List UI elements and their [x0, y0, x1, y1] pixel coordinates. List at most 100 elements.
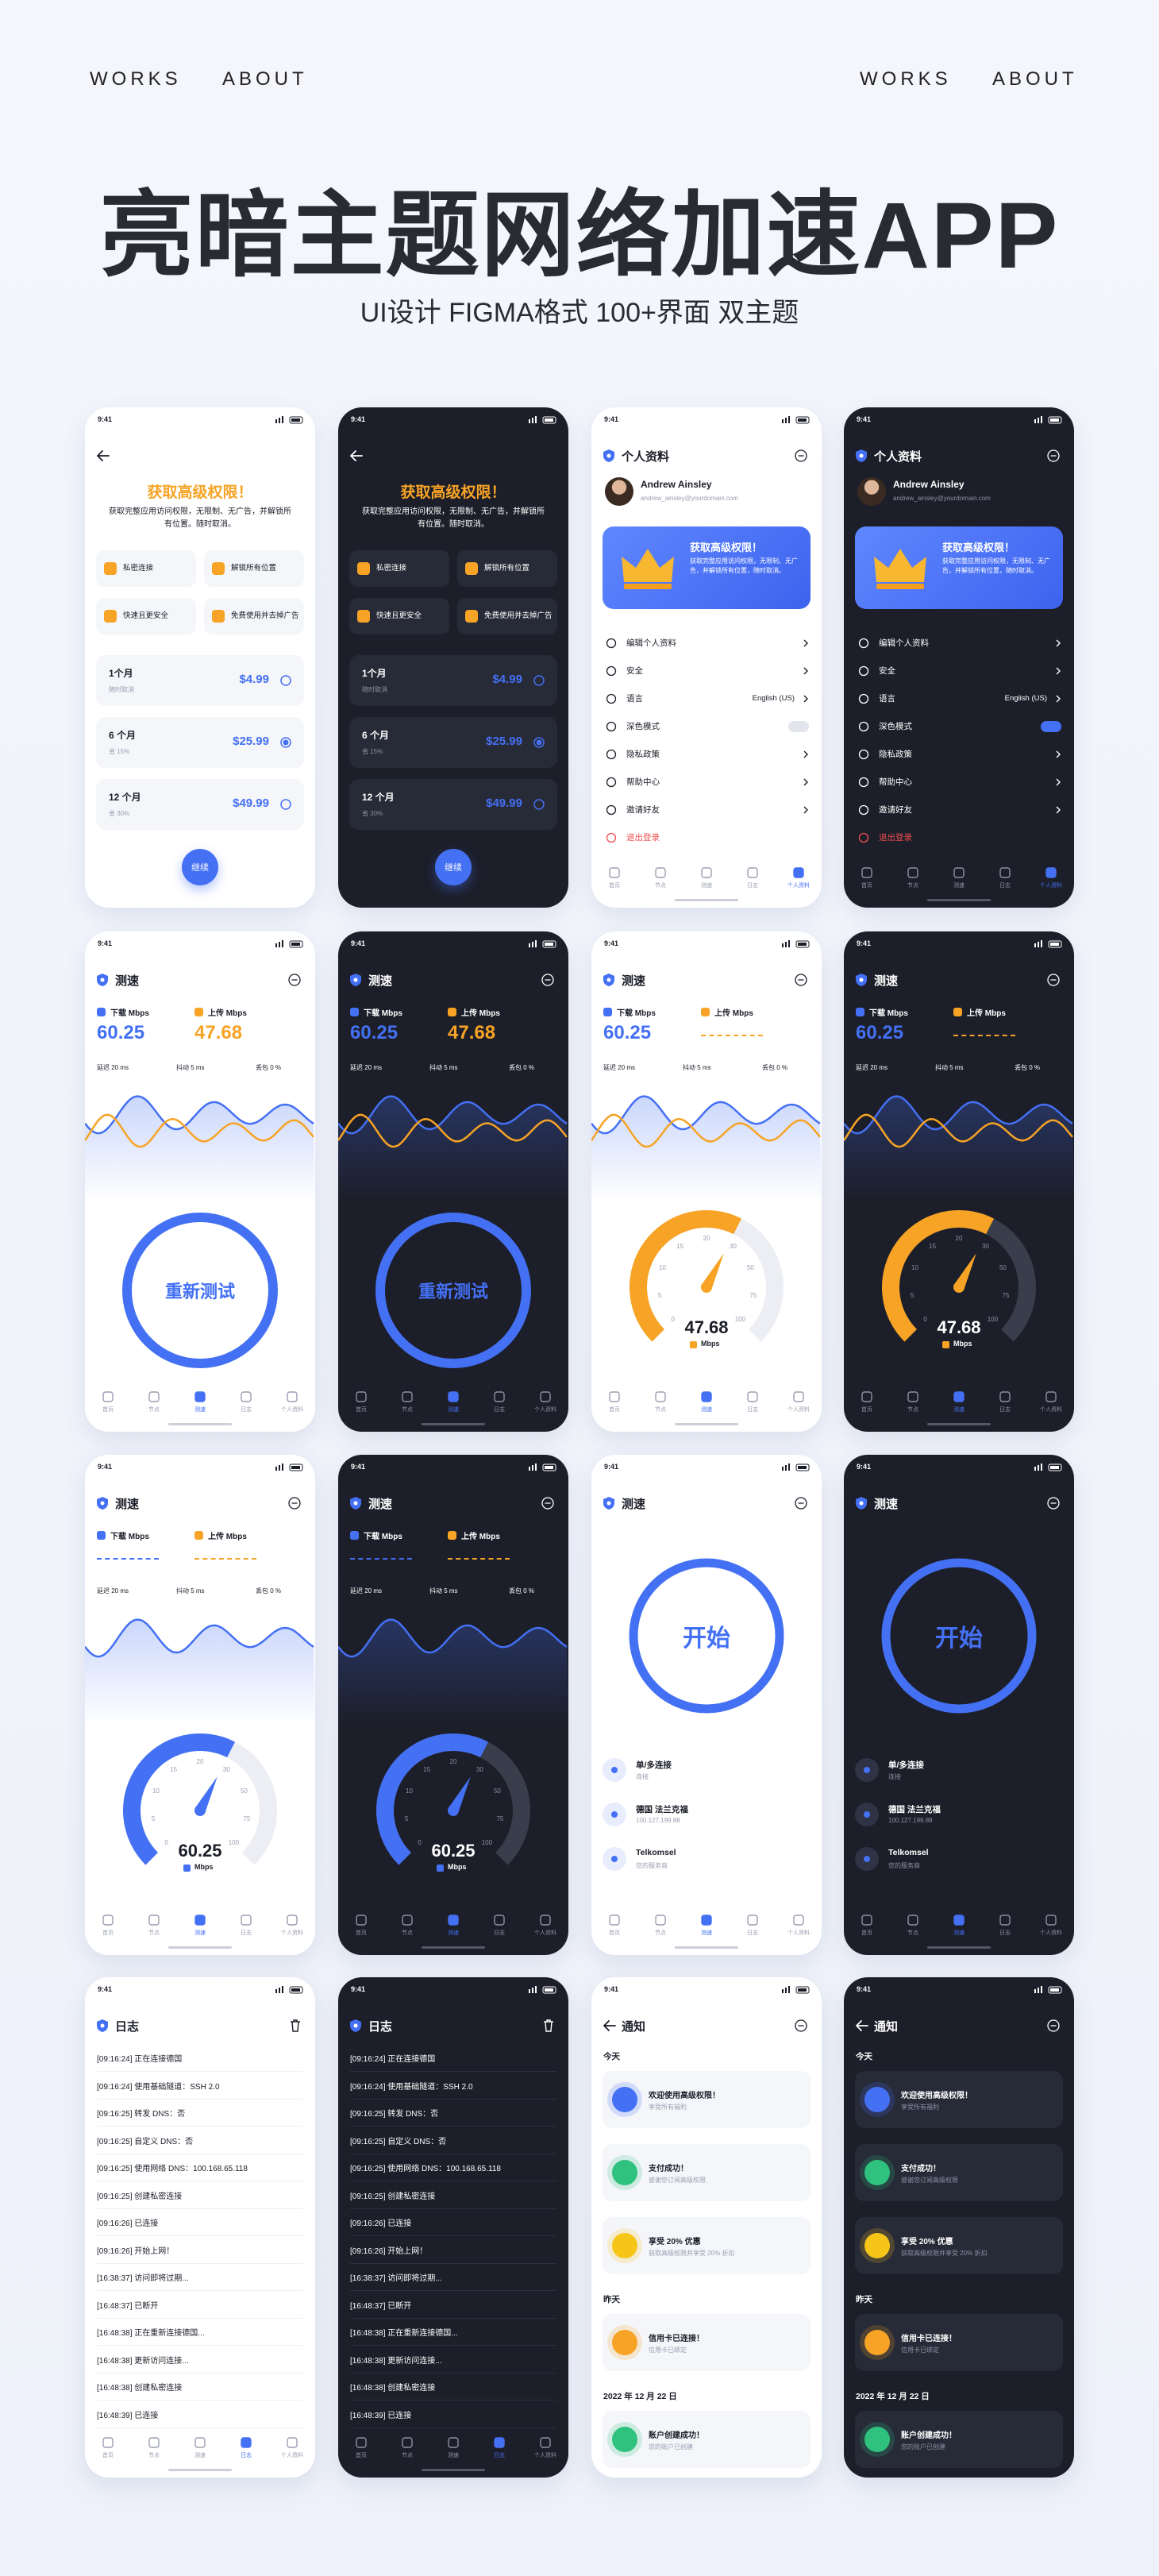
notification-card[interactable]: 欢迎使用高级权限！ 享受所有福利 [603, 2071, 811, 2128]
tab-label[interactable]: 测速 [701, 1407, 712, 1413]
menu-label[interactable]: 隐私政策 [879, 750, 912, 759]
tab-label[interactable]: 个人资料 [787, 1407, 810, 1413]
tab-label[interactable]: 日志 [747, 1407, 758, 1413]
tab-label[interactable]: 个人资料 [281, 1407, 303, 1413]
menu-label[interactable]: 深色模式 [879, 722, 912, 731]
menu-label[interactable]: 隐私政策 [626, 750, 660, 759]
menu-label[interactable]: 退出登录 [626, 833, 660, 843]
tab-label[interactable]: 首页 [102, 1930, 114, 1936]
tab-label[interactable]: 首页 [102, 1407, 114, 1413]
tab-label[interactable]: 日志 [747, 883, 758, 889]
tab-label[interactable]: 测速 [953, 1407, 965, 1413]
menu-label[interactable]: 语言 [626, 694, 643, 704]
tab-label[interactable]: 个人资料 [281, 1930, 303, 1936]
tab-label[interactable]: 个人资料 [1040, 883, 1062, 889]
tab-label[interactable]: 日志 [494, 2453, 505, 2458]
notification-card[interactable]: 账户创建成功！ 您的账户已创建 [855, 2411, 1063, 2468]
tab-label[interactable]: 节点 [148, 1407, 160, 1413]
tab-label[interactable]: 首页 [609, 1407, 620, 1413]
nav-link[interactable]: ABOUT [222, 68, 308, 90]
tab-label[interactable]: 首页 [609, 1930, 620, 1936]
tab-label[interactable]: 测速 [194, 1407, 206, 1413]
tab-label[interactable]: 日志 [999, 1930, 1011, 1936]
notification-card[interactable]: 支付成功！ 感谢您订阅高级权限 [855, 2144, 1063, 2201]
tab-label[interactable]: 节点 [402, 1930, 413, 1936]
tab-label[interactable]: 首页 [356, 1930, 367, 1936]
menu-label[interactable]: 编辑个人资料 [626, 638, 676, 648]
tab-label[interactable]: 测速 [701, 1930, 712, 1936]
premium-banner[interactable]: 获取高级权限！ 获取完整应用访问权限，无限制、无广告，并解锁所有位置，随时取消。 [603, 526, 811, 609]
notification-card[interactable]: 信用卡已连接！ 信用卡已绑定 [603, 2314, 811, 2371]
menu-label[interactable]: 语言 [879, 694, 895, 704]
retest-button[interactable]: 重新测试 [164, 1282, 235, 1301]
tab-label[interactable]: 首页 [356, 2453, 367, 2458]
tab-label[interactable]: 节点 [907, 1407, 918, 1413]
notification-card[interactable]: 享受 20% 优惠 获取高级权限并享受 20% 折扣 [855, 2217, 1063, 2274]
continue-button[interactable]: 继续 [182, 849, 218, 885]
tab-label[interactable]: 首页 [861, 883, 872, 889]
tab-label[interactable]: 日志 [241, 1930, 252, 1936]
tab-label[interactable]: 首页 [861, 1930, 872, 1936]
tab-label[interactable]: 日志 [999, 883, 1011, 889]
nav-link[interactable]: WORKS [90, 68, 182, 90]
menu-label[interactable]: 邀请好友 [879, 805, 912, 815]
dark-mode-toggle[interactable] [788, 721, 809, 732]
tab-label[interactable]: 个人资料 [1040, 1407, 1062, 1413]
plan-card[interactable]: 6 个月省 15% $25.99 [349, 717, 557, 768]
tab-label[interactable]: 首页 [609, 883, 620, 889]
menu-label[interactable]: 退出登录 [879, 833, 912, 843]
tab-label[interactable]: 日志 [747, 1930, 758, 1936]
tab-label[interactable]: 首页 [356, 1407, 367, 1413]
menu-label[interactable]: 安全 [879, 666, 895, 676]
tab-label[interactable]: 测速 [448, 2453, 459, 2458]
tab-label[interactable]: 测速 [194, 2453, 206, 2458]
tab-label[interactable]: 日志 [241, 1407, 252, 1413]
tab-label[interactable]: 测速 [448, 1407, 459, 1413]
tab-label[interactable]: 测速 [194, 1930, 206, 1936]
menu-label[interactable]: 帮助中心 [879, 777, 912, 787]
tab-label[interactable]: 个人资料 [787, 883, 810, 889]
menu-label[interactable]: 编辑个人资料 [879, 638, 929, 648]
tab-label[interactable]: 首页 [102, 2453, 114, 2458]
tab-label[interactable]: 节点 [655, 1930, 666, 1936]
tab-label[interactable]: 测速 [448, 1930, 459, 1936]
notification-card[interactable]: 信用卡已连接！ 信用卡已绑定 [855, 2314, 1063, 2371]
tab-label[interactable]: 测速 [953, 883, 965, 889]
tab-label[interactable]: 日志 [494, 1407, 505, 1413]
notification-card[interactable]: 享受 20% 优惠 获取高级权限并享受 20% 折扣 [603, 2217, 811, 2274]
notification-card[interactable]: 欢迎使用高级权限！ 享受所有福利 [855, 2071, 1063, 2128]
tab-label[interactable]: 节点 [907, 883, 918, 889]
tab-label[interactable]: 节点 [148, 1930, 160, 1936]
tab-label[interactable]: 个人资料 [534, 2453, 556, 2458]
premium-banner[interactable]: 获取高级权限！ 获取完整应用访问权限，无限制、无广告，并解锁所有位置，随时取消。 [855, 526, 1063, 609]
tab-label[interactable]: 个人资料 [534, 1930, 556, 1936]
dark-mode-toggle[interactable] [1041, 721, 1061, 732]
plan-card[interactable]: 1个月 随时取消 $4.99 [349, 655, 557, 706]
start-button[interactable]: 开始 [935, 1625, 983, 1652]
plan-card[interactable]: 1个月 随时取消 $4.99 [96, 655, 304, 706]
plan-card[interactable]: 6 个月省 15% $25.99 [96, 717, 304, 768]
retest-button[interactable]: 重新测试 [418, 1282, 488, 1301]
tab-label[interactable]: 节点 [402, 2453, 413, 2458]
plan-card[interactable]: 12 个月省 30% $49.99 [349, 779, 557, 830]
start-button[interactable]: 开始 [683, 1625, 730, 1652]
tab-label[interactable]: 节点 [907, 1930, 918, 1936]
menu-label[interactable]: 安全 [626, 666, 643, 676]
tab-label[interactable]: 日志 [241, 2453, 252, 2458]
tab-label[interactable]: 日志 [999, 1407, 1011, 1413]
tab-label[interactable]: 个人资料 [534, 1407, 556, 1413]
notification-card[interactable]: 支付成功！ 感谢您订阅高级权限 [603, 2144, 811, 2201]
menu-label[interactable]: 邀请好友 [626, 805, 660, 815]
continue-button[interactable]: 继续 [435, 849, 472, 885]
plan-card[interactable]: 12 个月省 30% $49.99 [96, 779, 304, 830]
tab-label[interactable]: 节点 [655, 1407, 666, 1413]
tab-label[interactable]: 节点 [148, 2453, 160, 2458]
nav-link[interactable]: WORKS [860, 68, 952, 90]
tab-label[interactable]: 个人资料 [281, 2453, 303, 2458]
tab-label[interactable]: 节点 [655, 883, 666, 889]
notification-card[interactable]: 账户创建成功！ 您的账户已创建 [603, 2411, 811, 2468]
nav-link[interactable]: ABOUT [992, 68, 1078, 90]
menu-label[interactable]: 深色模式 [626, 722, 660, 731]
tab-label[interactable]: 个人资料 [1040, 1930, 1062, 1936]
tab-label[interactable]: 首页 [861, 1407, 872, 1413]
